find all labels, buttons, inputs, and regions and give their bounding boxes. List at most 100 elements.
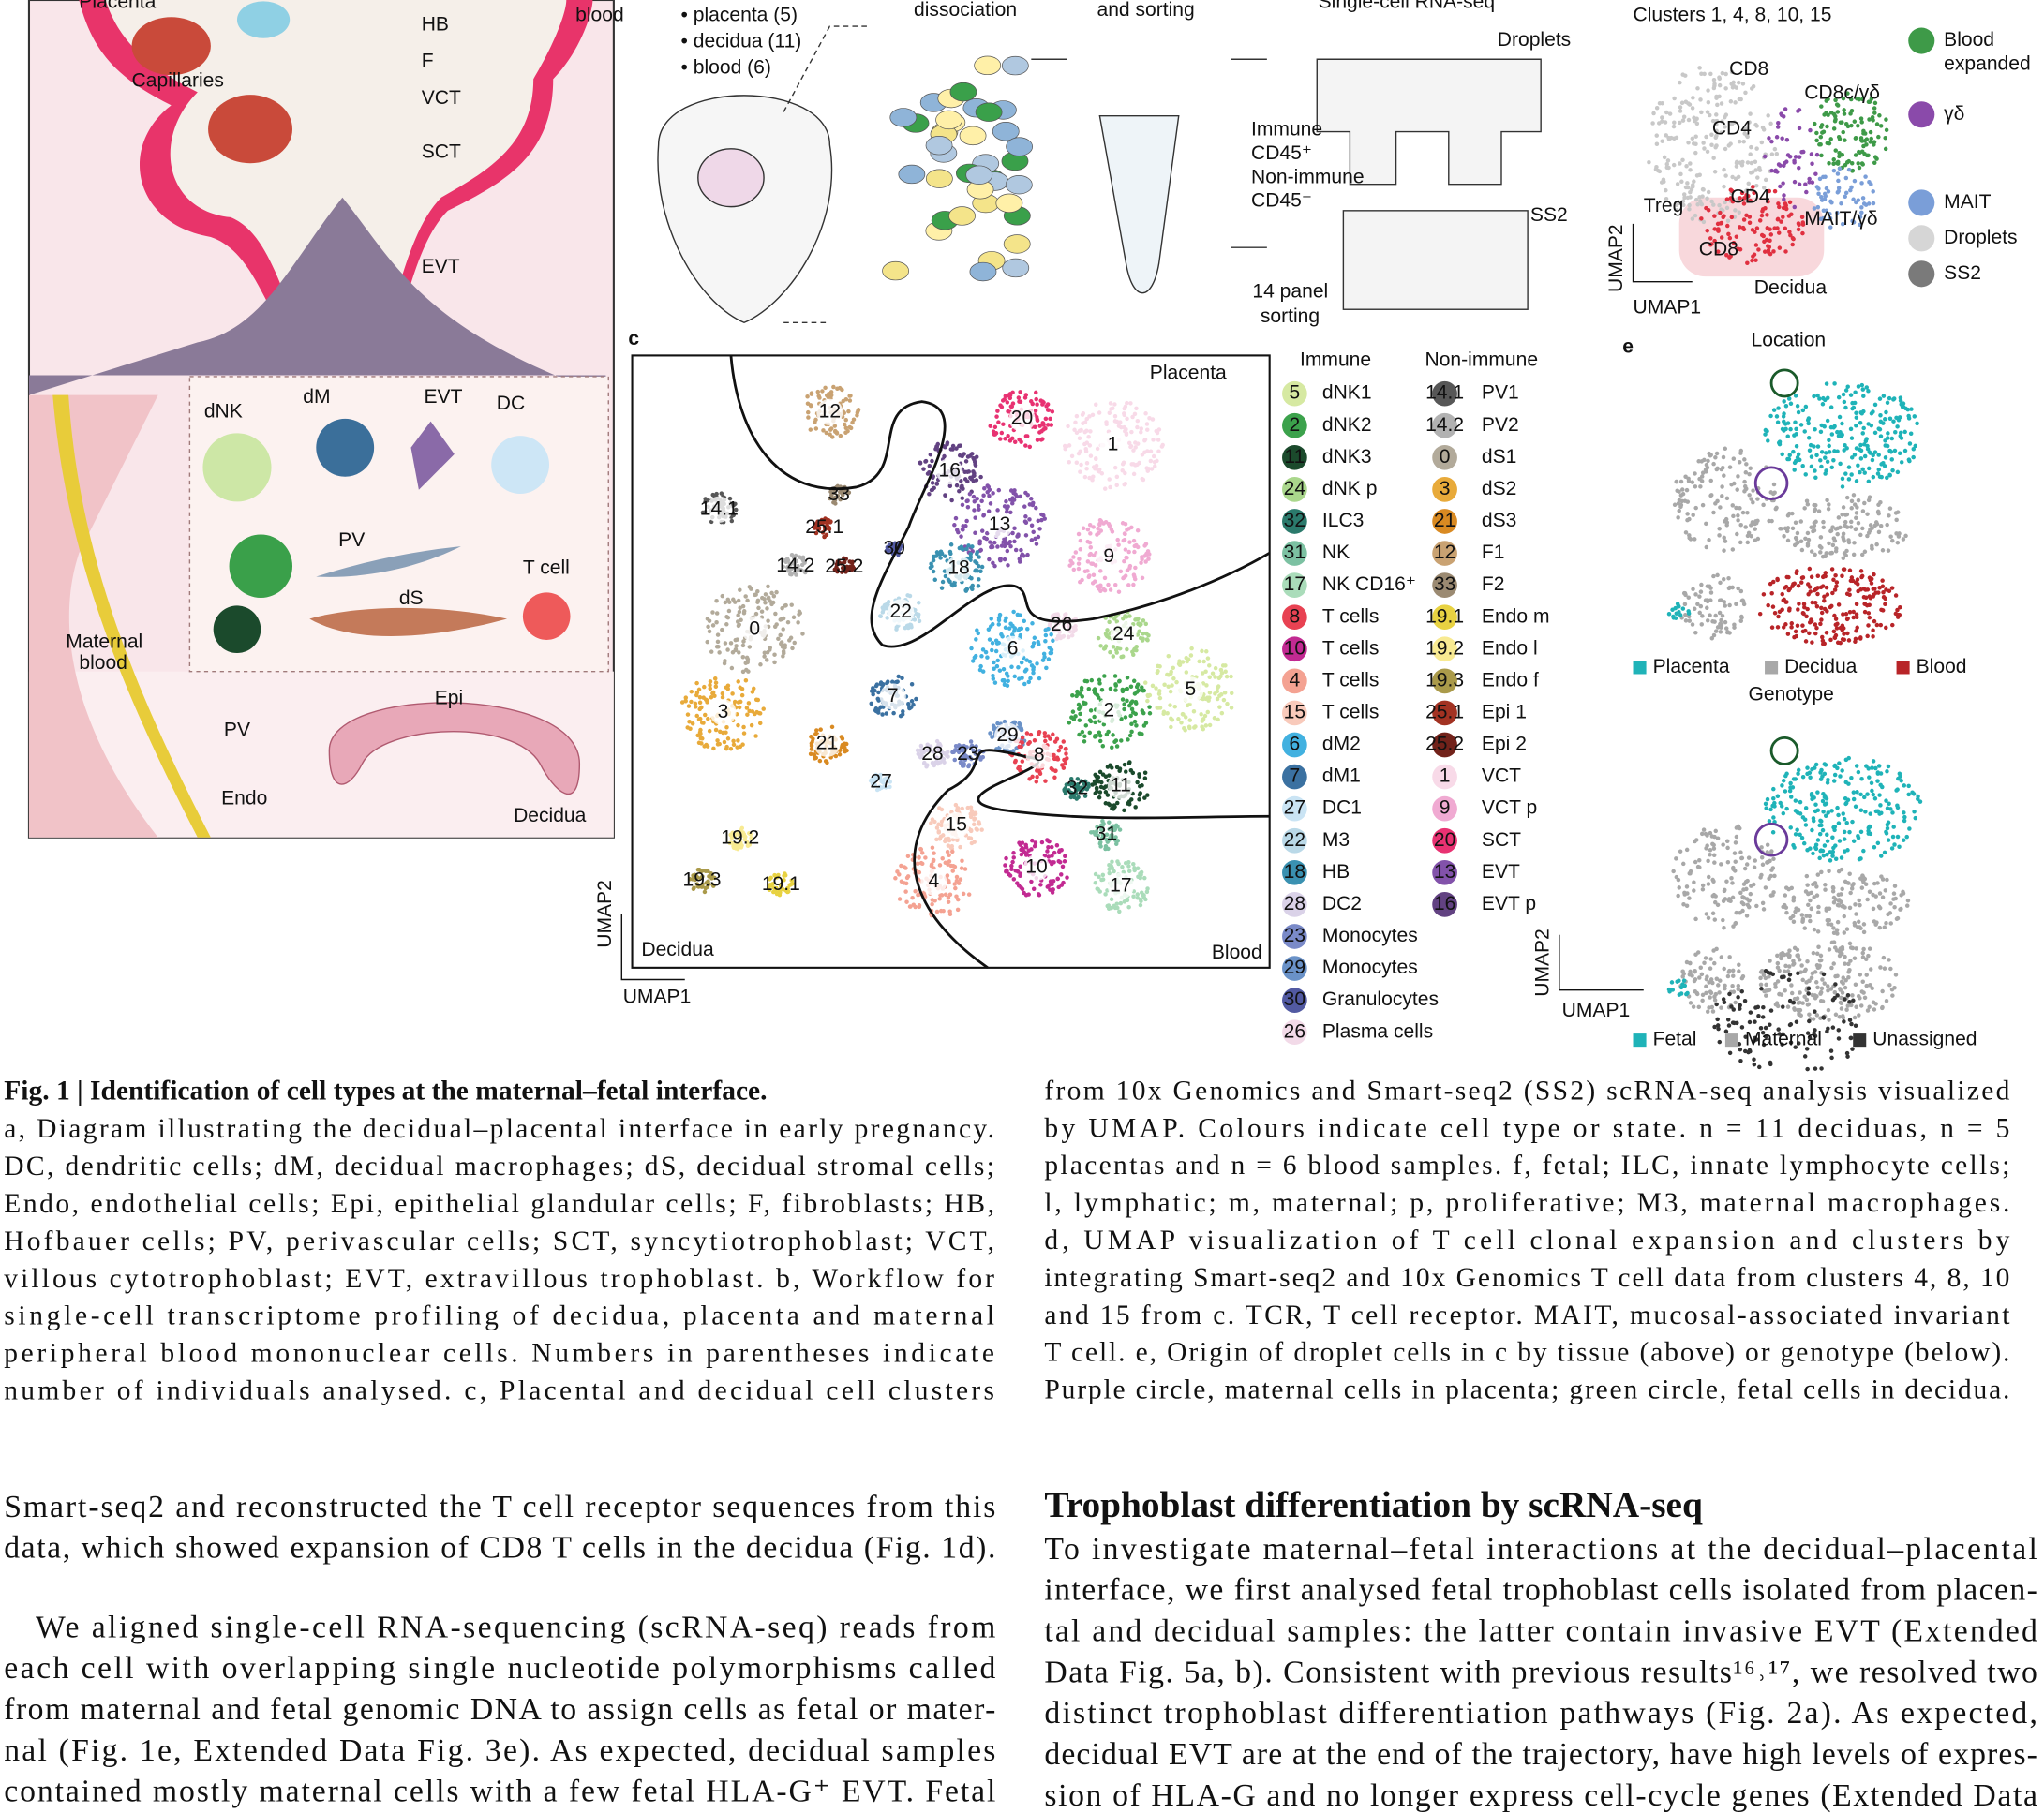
cell-dot — [743, 677, 749, 683]
cell-dot — [1742, 479, 1747, 484]
cell-dot — [957, 545, 962, 551]
cell-dot — [1004, 855, 1008, 861]
cell-dot — [1848, 890, 1853, 896]
cell-dot — [1101, 821, 1106, 826]
cell-dot — [1793, 155, 1798, 159]
cell-dot — [1132, 691, 1138, 696]
cell-dot — [1001, 666, 1007, 672]
cell-dot — [932, 555, 936, 559]
cell-dot — [1093, 691, 1098, 696]
cell-dot — [1135, 528, 1141, 533]
cell-dot — [1691, 141, 1696, 146]
cell-dot — [1685, 512, 1690, 516]
cell-dot — [1780, 426, 1785, 432]
cell-dot — [1788, 780, 1793, 786]
cell-dot — [833, 501, 838, 506]
cell-dot — [1112, 739, 1117, 745]
cell-dot — [755, 697, 761, 703]
cell-dot — [1162, 682, 1167, 688]
cell-dot — [1867, 775, 1872, 780]
cell-dot — [1806, 436, 1812, 440]
cell-dot — [847, 398, 853, 403]
cell-dot — [825, 523, 829, 528]
cell-dot — [1049, 650, 1054, 656]
cell-dot — [1782, 163, 1786, 169]
cell-dot — [1805, 502, 1811, 507]
cell-dot — [1723, 603, 1728, 608]
cell-dot — [970, 544, 975, 549]
cell-dot — [1872, 796, 1878, 801]
cell-dot — [1738, 890, 1743, 896]
cell-dot — [736, 722, 740, 728]
cell-dot — [843, 557, 849, 561]
cell-dot — [1080, 412, 1085, 417]
cell-dot — [1876, 453, 1881, 457]
cell-dot — [1059, 872, 1064, 877]
cell-dot — [1813, 845, 1818, 850]
cell-dot — [1077, 428, 1082, 433]
cell-dot — [1740, 82, 1746, 86]
cell-dot — [1744, 462, 1749, 467]
cell-dot — [1836, 602, 1842, 607]
cell-dot — [1042, 731, 1048, 736]
cell-dot — [1846, 465, 1852, 469]
cell-dot — [1143, 897, 1148, 902]
cell-dot — [1133, 565, 1138, 571]
cell-dot — [934, 738, 940, 744]
cell-dot — [1053, 622, 1059, 628]
cell-dot — [1783, 226, 1788, 231]
cell-dot — [1128, 684, 1134, 689]
cell-dot — [1819, 610, 1825, 616]
cell-dot — [1809, 549, 1814, 554]
cell-dot — [885, 616, 889, 620]
cell-dot — [1906, 783, 1911, 789]
cell-dot — [1809, 454, 1814, 459]
cell-dot — [1108, 587, 1113, 592]
cell-dot — [1815, 838, 1821, 842]
cell-dot — [1015, 881, 1020, 885]
cell-dot — [1078, 538, 1083, 543]
cell-dot — [717, 650, 722, 655]
cell-dot — [1714, 451, 1720, 456]
cell-dot — [1841, 556, 1846, 561]
cell-dot — [947, 880, 951, 885]
cell-dot — [1871, 792, 1876, 797]
cell-dot — [1156, 706, 1161, 710]
cell-dot — [783, 645, 787, 650]
cell-dot — [1147, 711, 1153, 716]
cell-dot — [813, 530, 819, 536]
cell-dot — [1863, 595, 1869, 601]
cell-dot — [1737, 210, 1742, 215]
cell-dot — [1812, 502, 1816, 508]
cell-dot — [969, 743, 975, 749]
cell-dot — [1183, 715, 1188, 720]
cell-dot — [1166, 653, 1171, 659]
cell-dot — [1046, 839, 1051, 843]
cell-dot — [1843, 849, 1847, 854]
cell-dot — [1904, 903, 1910, 908]
cell-dot — [1711, 892, 1717, 898]
cell-dot — [1818, 550, 1823, 555]
cell-dot — [787, 566, 793, 571]
cell-dot — [1200, 648, 1204, 654]
cell-dot — [1830, 854, 1835, 858]
cell-dot — [1759, 213, 1765, 218]
cell-dot — [1827, 160, 1831, 166]
cell-dot — [1825, 592, 1830, 597]
cell-dot — [1033, 840, 1038, 845]
cell-dot — [1870, 457, 1875, 463]
cell-dot — [1873, 894, 1878, 899]
cell-dot — [1093, 871, 1098, 877]
cell-dot — [1712, 860, 1717, 865]
cell-dot — [1031, 500, 1036, 506]
cell-dot — [1022, 890, 1026, 896]
cell-dot — [736, 623, 741, 629]
cell-dot — [1143, 411, 1148, 416]
cell-dot — [1705, 196, 1709, 201]
cell-dot — [685, 725, 690, 730]
cell-dot — [1115, 824, 1120, 829]
cell-dot — [1793, 832, 1798, 837]
cell-dot — [1872, 450, 1878, 454]
cell — [995, 193, 1023, 214]
cell-dot — [1102, 674, 1107, 678]
